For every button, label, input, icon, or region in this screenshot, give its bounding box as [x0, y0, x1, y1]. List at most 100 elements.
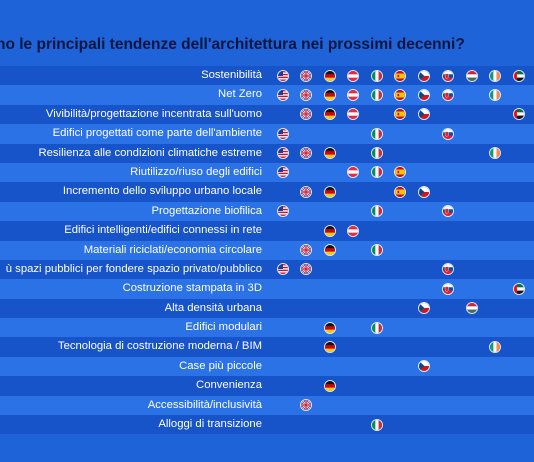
- italy-flag-icon: [371, 69, 383, 82]
- uk-flag-icon: [300, 108, 312, 121]
- germany-flag-icon: [324, 69, 336, 82]
- italy-flag-icon: [371, 244, 383, 257]
- trends-table: Sostenibilità Net Zero Vivibilità/progetta…: [0, 66, 534, 435]
- slovakia-flag-icon: [442, 88, 454, 101]
- hungary-flag-icon: [466, 69, 478, 82]
- trend-label: Alloggi di transizione: [158, 418, 262, 431]
- italy-flag-icon: [371, 147, 383, 160]
- italy-flag-icon: [371, 321, 383, 334]
- uk-flag-icon: [300, 147, 312, 160]
- trend-label: Case più piccole: [179, 359, 262, 372]
- table-row: Costruzione stampata in 3D: [0, 279, 534, 299]
- uk-flag-icon: [300, 69, 312, 82]
- trend-label: Accessibilità/inclusività: [147, 398, 262, 411]
- uk-flag-icon: [300, 88, 312, 101]
- table-row: Alloggi di transizione: [0, 415, 534, 435]
- trend-label: Progettazione biofilica: [151, 204, 262, 217]
- italy-flag-icon: [371, 166, 383, 179]
- uk-flag-icon: [300, 399, 312, 412]
- table-row: Resilienza alle condizioni climatiche es…: [0, 143, 534, 163]
- us-flag-icon: [277, 147, 289, 160]
- uk-flag-icon: [300, 263, 312, 276]
- us-flag-icon: [277, 205, 289, 218]
- germany-flag-icon: [324, 88, 336, 101]
- table-row: Accessibilità/inclusività: [0, 395, 534, 416]
- us-flag-icon: [277, 166, 289, 179]
- table-row: Alta densità urbana: [0, 298, 534, 319]
- trend-label: Edifici modulari: [185, 321, 262, 334]
- trend-label: Convenienza: [196, 379, 262, 392]
- uae-flag-icon: [513, 69, 525, 82]
- table-row: Incremento dello sviluppo urbano locale: [0, 182, 534, 202]
- germany-flag-icon: [324, 147, 336, 160]
- us-flag-icon: [277, 88, 289, 101]
- ireland-flag-icon: [489, 147, 501, 160]
- germany-flag-icon: [324, 224, 336, 237]
- germany-flag-icon: [324, 321, 336, 334]
- austria-flag-icon: [347, 69, 359, 82]
- footer: [0, 436, 534, 462]
- ireland-flag-icon: [489, 340, 501, 353]
- slovakia-flag-icon: [442, 127, 454, 140]
- table-row: Materiali riciclati/economia circolare: [0, 240, 534, 260]
- austria-flag-icon: [347, 108, 359, 121]
- italy-flag-icon: [371, 88, 383, 101]
- spain-flag-icon: [394, 166, 406, 179]
- table-row: Edifici progettati come parte dell'ambie…: [0, 124, 534, 144]
- table-row: Convenienza: [0, 376, 534, 396]
- table-row: ù spazi pubblici per fondere spazio priv…: [0, 259, 534, 280]
- trend-label: ù spazi pubblici per fondere spazio priv…: [5, 262, 262, 275]
- ireland-flag-icon: [489, 88, 501, 101]
- austria-flag-icon: [347, 88, 359, 101]
- germany-flag-icon: [324, 244, 336, 257]
- us-flag-icon: [277, 263, 289, 276]
- table-row: Vivibilità/progettazione incentrata sull…: [0, 104, 534, 125]
- table-row: Sostenibilità: [0, 66, 534, 86]
- italy-flag-icon: [371, 127, 383, 140]
- trend-label: Sostenibilità: [201, 69, 262, 81]
- hungary-flag-icon: [466, 302, 478, 315]
- trend-label: Tecnologia di costruzione moderna / BIM: [57, 340, 262, 353]
- germany-flag-icon: [324, 340, 336, 353]
- spain-flag-icon: [394, 88, 406, 101]
- spain-flag-icon: [394, 108, 406, 121]
- ireland-flag-icon: [489, 69, 501, 82]
- trend-label: Riutilizzo/riuso degli edifici: [130, 165, 262, 178]
- czechia-flag-icon: [418, 302, 430, 315]
- table-row: Edifici modulari: [0, 318, 534, 338]
- trend-label: Alta densità urbana: [164, 301, 262, 314]
- uae-flag-icon: [513, 108, 525, 121]
- table-row: Tecnologia di costruzione moderna / BIM: [0, 337, 534, 357]
- uk-flag-icon: [300, 244, 312, 257]
- table-row: Progettazione biofilica: [0, 201, 534, 222]
- slovakia-flag-icon: [442, 69, 454, 82]
- uk-flag-icon: [300, 185, 312, 198]
- germany-flag-icon: [324, 108, 336, 121]
- slovakia-flag-icon: [442, 282, 454, 295]
- us-flag-icon: [277, 69, 289, 82]
- header: no le principali tendenze dell'architett…: [0, 0, 534, 66]
- spain-flag-icon: [394, 69, 406, 82]
- slovakia-flag-icon: [442, 205, 454, 218]
- spain-flag-icon: [394, 185, 406, 198]
- czechia-flag-icon: [418, 360, 430, 373]
- trend-label: Resilienza alle condizioni climatiche es…: [38, 146, 262, 159]
- us-flag-icon: [277, 127, 289, 140]
- trend-label: Costruzione stampata in 3D: [122, 282, 262, 295]
- trend-label: Materiali riciclati/economia circolare: [83, 243, 262, 256]
- table-row: Edifici intelligenti/edifici connessi in…: [0, 221, 534, 241]
- page-title: no le principali tendenze dell'architett…: [0, 36, 465, 53]
- italy-flag-icon: [371, 205, 383, 218]
- slovakia-flag-icon: [442, 263, 454, 276]
- italy-flag-icon: [371, 418, 383, 431]
- austria-flag-icon: [347, 224, 359, 237]
- czechia-flag-icon: [418, 88, 430, 101]
- germany-flag-icon: [324, 379, 336, 392]
- table-row: Riutilizzo/riuso degli edifici: [0, 162, 534, 183]
- czechia-flag-icon: [418, 69, 430, 82]
- czechia-flag-icon: [418, 185, 430, 198]
- trend-label: Net Zero: [218, 88, 262, 101]
- trend-label: Edifici intelligenti/edifici connessi in…: [64, 224, 262, 237]
- table-row: Net Zero: [0, 85, 534, 105]
- austria-flag-icon: [347, 166, 359, 179]
